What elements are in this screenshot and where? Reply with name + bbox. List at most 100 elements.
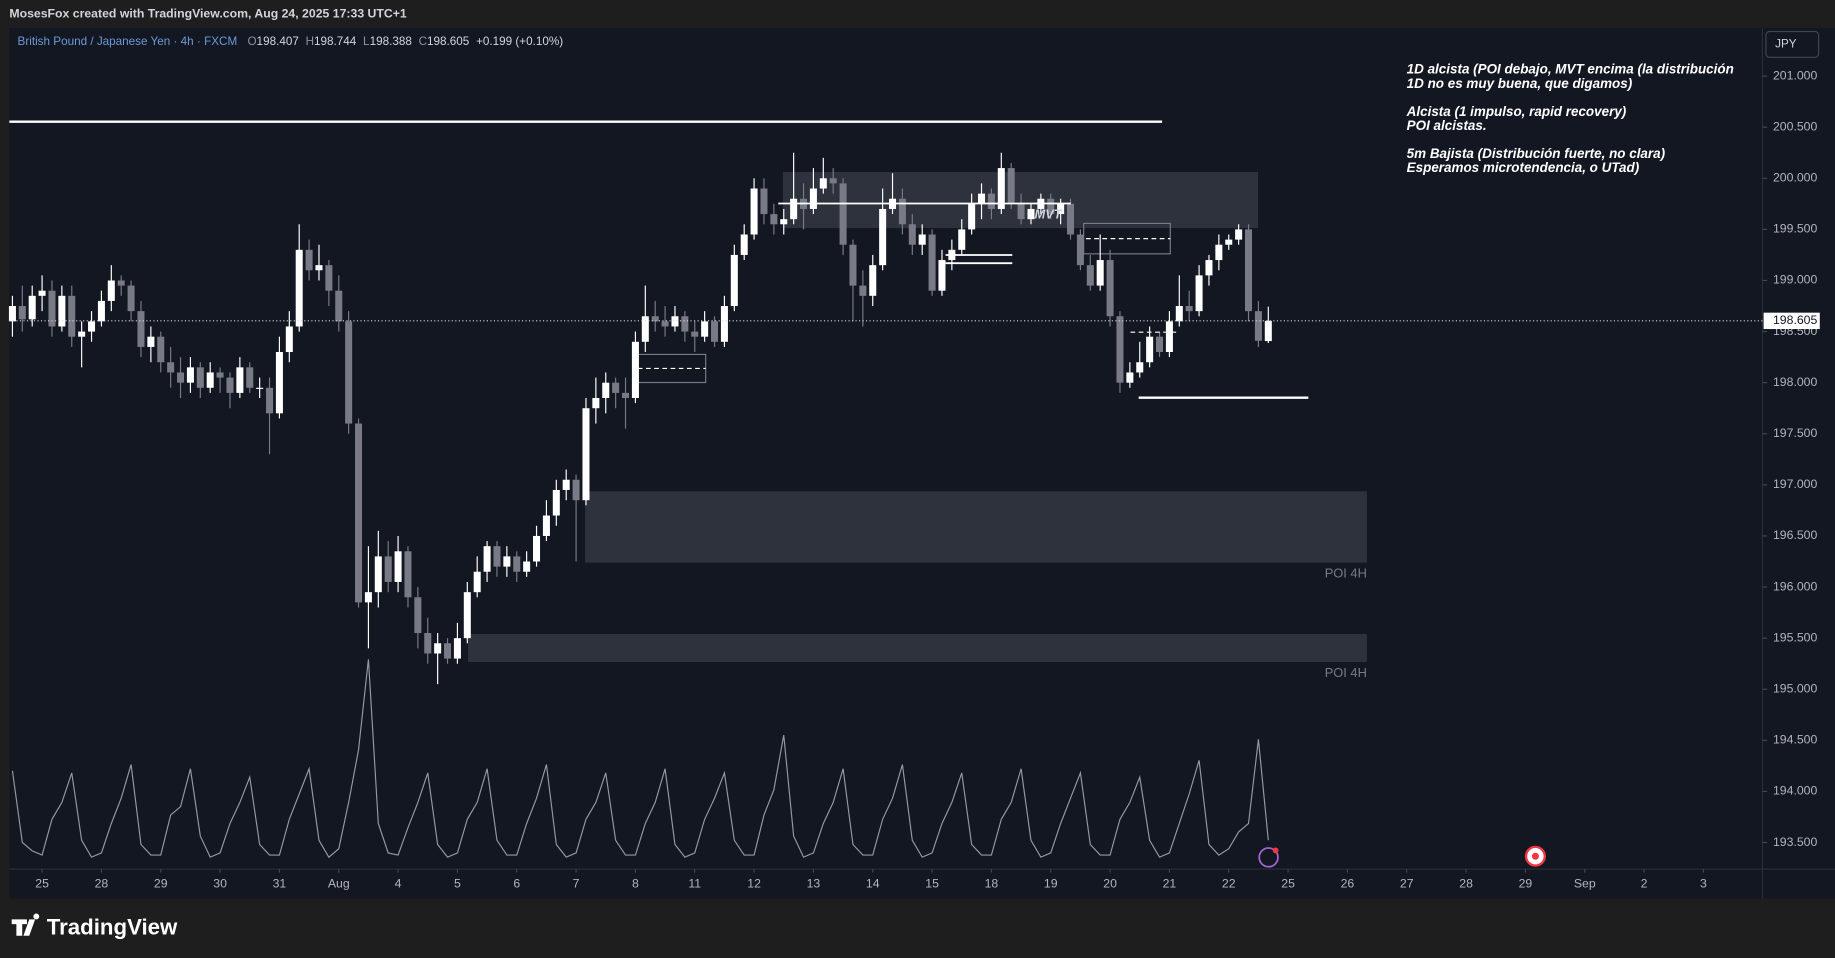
candle-body	[97, 300, 105, 322]
annotations: 1D alcista (POI debajo, MVT encima (la d…	[1406, 62, 1734, 175]
zone-label: POI 4H	[1325, 566, 1367, 581]
candle-body	[305, 249, 313, 271]
candle-body	[206, 372, 214, 388]
x-tick-label: 29	[1519, 877, 1533, 891]
y-tick-label: 197.000	[1773, 477, 1818, 491]
ohlc-value: 198.388	[370, 35, 412, 48]
x-tick-label: 4	[395, 877, 402, 891]
event-icon[interactable]	[1258, 847, 1279, 868]
candle-body	[1096, 260, 1104, 286]
logo-text: TradingView	[47, 915, 178, 940]
zone	[782, 171, 1259, 229]
last-price-label: 198.605	[1773, 313, 1818, 327]
candle-body	[147, 336, 155, 347]
candles	[8, 152, 1763, 859]
x-tick-label: 26	[1341, 877, 1355, 891]
candle-body	[997, 168, 1005, 209]
candle-body	[770, 214, 778, 225]
candle-body	[88, 321, 96, 332]
candle-body	[928, 234, 936, 291]
annotation: 1D no es muy buena, que digamos)	[1407, 76, 1633, 91]
candle-body	[720, 306, 728, 342]
candle-body	[1136, 362, 1144, 373]
candle-body	[1235, 229, 1243, 240]
x-tick-label: 31	[273, 877, 287, 891]
y-tick-label: 196.500	[1773, 528, 1818, 542]
candle-body	[453, 638, 461, 659]
x-tick-label: 15	[925, 877, 939, 891]
y-tick-label: 199.000	[1773, 273, 1818, 287]
candle-body	[661, 321, 669, 327]
ohlc-letter: O	[247, 35, 256, 48]
candle-body	[167, 362, 175, 373]
candle-body	[414, 597, 422, 634]
candle-body	[750, 188, 758, 235]
y-tick-label: 200.000	[1773, 171, 1818, 185]
x-tick-label: 27	[1400, 877, 1414, 891]
annotation: 1D alcista (POI debajo, MVT encima (la d…	[1407, 62, 1734, 77]
candle-body	[968, 203, 976, 230]
annotation: POI alcistas.	[1407, 118, 1487, 133]
candle-body	[938, 260, 946, 291]
zone-label: POI 4H	[1325, 665, 1367, 680]
candle-body	[256, 387, 264, 389]
candle-body	[681, 316, 689, 332]
x-tick-label: Aug	[328, 877, 350, 891]
x-tick-label: 28	[95, 877, 109, 891]
symbol: British Pound / Japanese Yen · 4h · FXCM	[18, 35, 238, 48]
candle-body	[1017, 203, 1025, 220]
candle-body	[374, 556, 382, 593]
candle-body	[1047, 198, 1055, 215]
currency-label[interactable]: JPY	[1775, 38, 1797, 51]
candle-body	[859, 285, 867, 296]
x-tick-label: 2	[1641, 877, 1648, 891]
price-axis	[1762, 28, 1835, 899]
x-tick-label: 21	[1163, 877, 1177, 891]
candle-body	[463, 592, 471, 639]
candle-body	[68, 295, 76, 337]
event-dot	[1531, 852, 1539, 860]
candle-body	[325, 265, 333, 291]
x-tick-label: 11	[688, 877, 701, 891]
x-tick-label: 13	[807, 877, 821, 891]
candle-body	[542, 515, 550, 536]
candle-body	[552, 489, 560, 516]
candle-body	[908, 224, 916, 245]
currency-button[interactable]	[1765, 30, 1820, 58]
candle-body	[137, 311, 145, 347]
candle-body	[1165, 321, 1173, 353]
annotation: Esperamos microtendencia, o UTad)	[1407, 160, 1640, 175]
ohlc-value: 198.744	[314, 35, 357, 48]
candle-body	[1086, 265, 1094, 286]
x-tick-label: 7	[573, 877, 580, 891]
y-tick-label: 193.500	[1773, 835, 1818, 849]
candle-body	[18, 306, 26, 320]
candle-body	[266, 387, 274, 414]
candle-body	[1195, 275, 1203, 312]
zone	[468, 633, 1367, 663]
drawings: POI 4H POI 4H MVT	[9, 120, 1367, 680]
candle-body	[790, 198, 798, 220]
x-tick-label: 18	[985, 877, 999, 891]
candle-body	[780, 219, 788, 225]
candle-body	[216, 372, 224, 378]
x-tick-label: 30	[213, 877, 227, 891]
candle-body	[1245, 229, 1253, 312]
annotation: 5m Bajista (Distribución fuerte, no clar…	[1407, 146, 1666, 161]
candle-body	[592, 398, 600, 409]
candle-body	[533, 535, 541, 562]
candle-body	[394, 551, 402, 582]
x-tick-label: 8	[632, 877, 639, 891]
candle-body	[196, 367, 204, 388]
x-tick-label: 22	[1222, 877, 1236, 891]
axes: 193.500 194.000 194.500 195.000 195.500 196.0…	[35, 68, 1817, 890]
candle-body	[572, 479, 580, 501]
footer	[0, 900, 1835, 958]
candle-body	[918, 234, 926, 245]
candle-body	[1264, 320, 1272, 342]
candle-body	[631, 341, 639, 399]
logo-mark	[11, 913, 40, 936]
drawing-label: MVT	[1035, 207, 1063, 222]
candle-body	[483, 546, 491, 572]
